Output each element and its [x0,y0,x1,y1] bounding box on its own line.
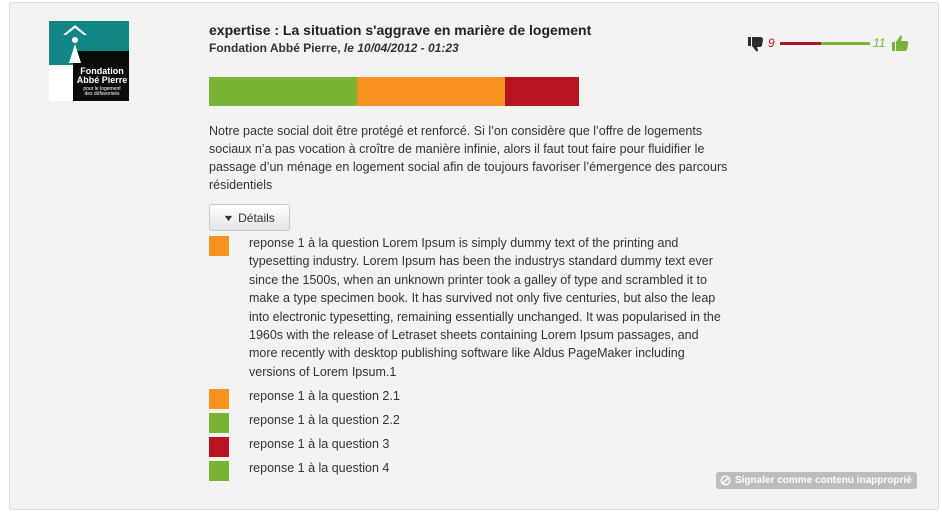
post-meta: Fondation Abbé Pierre, le 10/04/2012 - 0… [209,41,459,55]
answer-item: reponse 1 à la question 3 [209,435,729,457]
answer-color-marker [209,236,229,256]
answer-text: reponse 1 à la question 2.1 [249,388,400,403]
answer-color-marker [209,460,229,481]
answer-text: reponse 1 à la question 2.2 [249,412,400,427]
figure-icon [69,37,81,63]
answer-item: reponse 1 à la question 2.1 [209,387,729,409]
opinion-segment-agree [209,77,357,106]
fondation-logo: Fondation Abbé Pierre pour le logement des… [49,21,129,101]
answer-color-marker [209,412,229,433]
post-author[interactable]: Fondation Abbé Pierre, [209,41,341,55]
opinion-bar [209,77,579,106]
details-button[interactable]: ▼ Détails [209,204,290,231]
vote-up-count: 11 [873,36,886,50]
opinion-segment-neutral [357,77,505,106]
thumbs-up-icon[interactable] [891,34,911,52]
report-label: Signaler comme contenu inapproprié [735,475,912,486]
thumbs-down-icon[interactable] [746,36,766,52]
vote-ratio-down [780,42,821,45]
answer-text: reponse 1 à la question 3 [249,436,390,451]
details-button-label: Détails [238,210,275,225]
answer-item: reponse 1 à la question 2.2 [209,411,729,433]
answers-list: reponse 1 à la question Lorem Ipsum is s… [209,234,729,483]
post-body: Notre pacte social doit être protégé et … [209,124,728,192]
answer-color-marker [209,436,229,457]
answer-item: reponse 1 à la question Lorem Ipsum is s… [209,234,729,381]
post-title[interactable]: expertise : La situation s'aggrave en ma… [209,22,592,38]
report-button[interactable]: Signaler comme contenu inapproprié [716,472,917,489]
vote-widget: 9 11 [746,34,916,54]
vote-ratio-up [821,42,870,45]
chevron-down-icon: ▼ [222,212,235,223]
answer-text: reponse 1 à la question Lorem Ipsum is s… [249,236,721,379]
opinion-segment-disagree [505,77,579,106]
ban-icon [720,475,731,486]
answer-text: reponse 1 à la question 4 [249,460,390,475]
vote-down-count: 9 [768,36,775,50]
post-date: le 10/04/2012 - 01:23 [340,41,459,55]
answer-color-marker [209,388,229,409]
answer-item: reponse 1 à la question 4 [209,459,729,481]
